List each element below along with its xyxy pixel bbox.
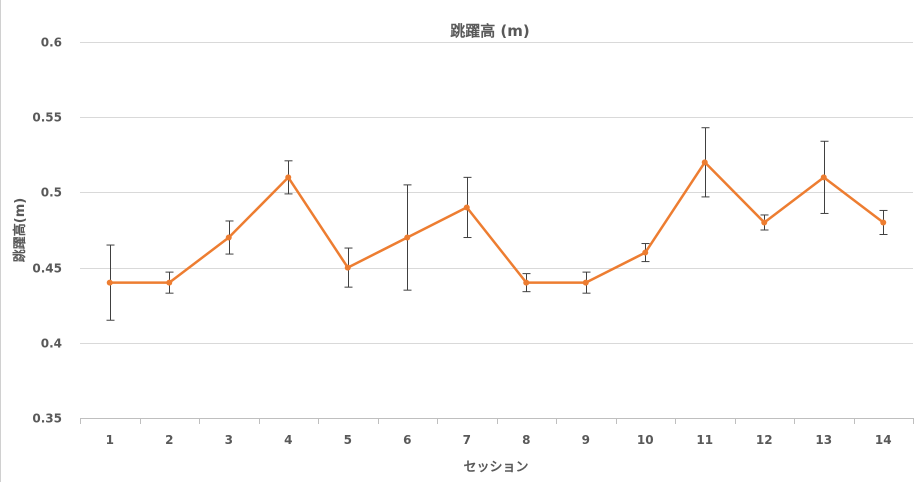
y-tick-label: 0.35 — [32, 412, 62, 426]
y-tick-label: 0.6 — [41, 36, 62, 50]
x-tick-label: 11 — [696, 433, 713, 447]
data-point — [820, 174, 827, 181]
data-point — [344, 264, 351, 271]
x-tick-label: 9 — [582, 433, 590, 447]
data-point — [761, 219, 768, 226]
data-point — [106, 279, 113, 286]
data-point — [701, 159, 708, 166]
chart-title: 跳躍高 (m) — [450, 22, 530, 40]
x-tick-label: 1 — [106, 433, 114, 447]
y-axis-ticks: 0.35 0.4 0.45 0.5 0.55 0.6 — [32, 36, 62, 426]
data-point — [225, 234, 232, 241]
data-point — [285, 174, 292, 181]
x-tick-label: 13 — [815, 433, 832, 447]
error-bars — [106, 127, 888, 321]
x-tick-label: 6 — [403, 433, 411, 447]
x-tick-label: 14 — [875, 433, 892, 447]
x-axis-ticks: 1 2 3 4 5 6 7 8 9 10 11 12 13 14 — [106, 433, 892, 447]
data-point — [404, 234, 411, 241]
x-tick-label: 2 — [165, 433, 173, 447]
series-line — [109, 161, 885, 284]
x-tick-label: 12 — [756, 433, 773, 447]
y-tick-label: 0.4 — [41, 337, 62, 351]
y-tick-label: 0.5 — [41, 186, 62, 200]
x-tick-label: 4 — [284, 433, 292, 447]
x-axis-label: セッション — [463, 460, 528, 475]
data-point — [642, 249, 649, 256]
gridlines — [80, 42, 914, 424]
data-point — [523, 279, 530, 286]
x-tick-label: 3 — [225, 433, 233, 447]
data-point — [463, 204, 470, 211]
x-tick-label: 8 — [522, 433, 530, 447]
data-series — [106, 159, 887, 286]
data-point — [582, 279, 589, 286]
y-tick-label: 0.45 — [32, 262, 62, 276]
data-point — [166, 279, 173, 286]
y-tick-label: 0.55 — [32, 111, 62, 125]
y-axis-label: 跳躍高(m) — [12, 198, 28, 262]
x-tick-label: 7 — [463, 433, 471, 447]
data-point — [880, 219, 887, 226]
x-tick-label: 10 — [637, 433, 654, 447]
x-tick-label: 5 — [344, 433, 352, 447]
